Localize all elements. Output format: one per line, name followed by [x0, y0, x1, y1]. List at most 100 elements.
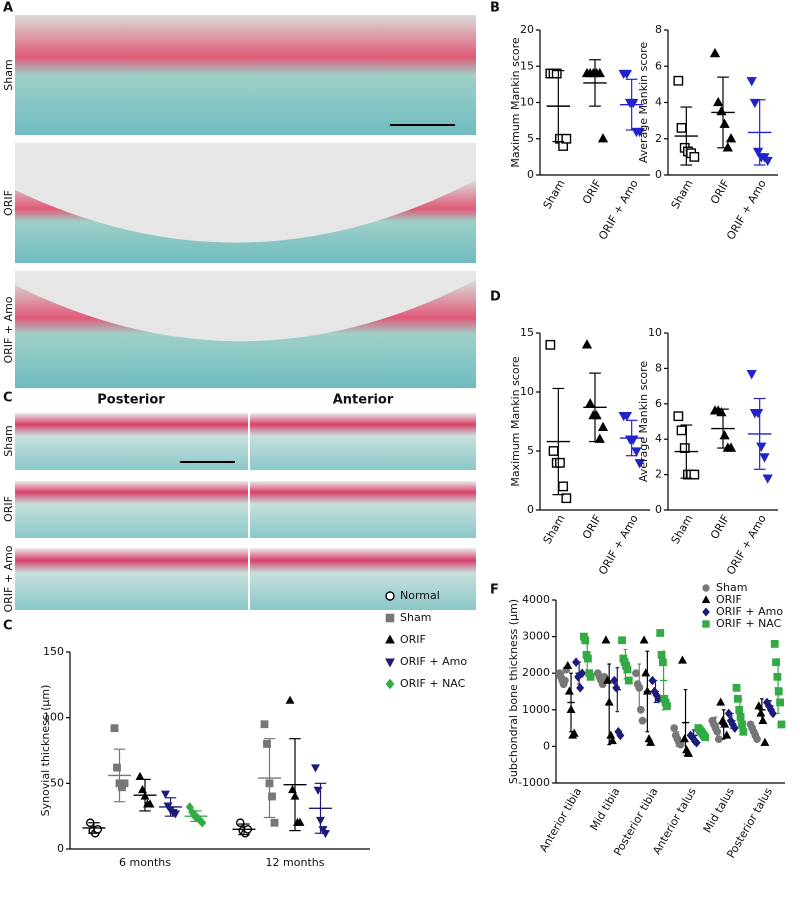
x-tick-label: Mid tibia [588, 786, 623, 833]
data-point [569, 728, 579, 737]
data-point [591, 409, 602, 420]
x-tick-label: 12 months [266, 856, 325, 869]
data-point [585, 398, 596, 408]
data-point [722, 142, 733, 152]
legend-label: ORIF + Amo [400, 655, 467, 668]
data-point [774, 687, 783, 696]
data-point [752, 147, 764, 158]
y-axis-label: Maximum Mankin score [509, 356, 522, 487]
histology-tissue [15, 280, 476, 388]
data-point [722, 730, 732, 739]
data-point [689, 151, 700, 162]
histology-c: Posterior Anterior Sham ORIF ORIF + Amo [2, 393, 476, 613]
data-point [676, 122, 687, 133]
data-point [777, 720, 786, 729]
histology-image [15, 15, 476, 135]
legend-marker [385, 678, 395, 690]
chart: 0 50 100 150 Synovial thickness (μm) 6 months… [39, 589, 467, 869]
data-point [93, 825, 103, 834]
row-label: Sham [2, 425, 15, 456]
x-tick-label: ORIF + Amo [596, 177, 641, 242]
y-tick-label: 2 [655, 132, 662, 145]
y-tick-label: 10 [648, 326, 662, 339]
panel-label: D [490, 290, 501, 305]
data-point [659, 658, 667, 667]
y-tick-label: 4 [655, 96, 662, 109]
legend-marker [385, 591, 395, 601]
data-point [623, 665, 632, 674]
y-tick-label: 100 [43, 711, 64, 724]
data-point [701, 733, 710, 742]
data-point [621, 69, 632, 80]
y-tick-label: 3000 [522, 630, 550, 643]
data-point [145, 799, 155, 808]
data-point [597, 133, 609, 143]
legend-label: ORIF + NAC [400, 677, 466, 690]
data-point [638, 716, 647, 725]
y-axis-label: Synovial thickness (μm) [39, 685, 52, 817]
y-tick-label: 0 [655, 503, 662, 516]
data-point [758, 715, 768, 724]
data-point [776, 698, 785, 707]
x-tick-label: Sham [669, 513, 696, 547]
data-point [235, 818, 245, 828]
data-point [756, 442, 767, 452]
data-point [311, 764, 320, 773]
y-tick-label: 15 [520, 59, 534, 72]
column-label: Anterior [333, 393, 394, 408]
data-point [676, 425, 687, 436]
data-point [572, 657, 581, 668]
data-point [594, 433, 605, 443]
histology-image [15, 413, 248, 470]
data-point [632, 669, 640, 678]
y-tick-label: -1000 [518, 776, 550, 789]
x-tick-label: Anterior tibia [537, 786, 584, 855]
data-point [610, 675, 619, 686]
data-point [754, 701, 764, 710]
data-point [762, 474, 773, 484]
data-point [260, 720, 269, 729]
data-point [670, 724, 679, 732]
data-point [678, 655, 687, 664]
x-tick-label: ORIF [580, 178, 604, 207]
data-point [730, 723, 739, 733]
y-tick-label: 0 [57, 842, 64, 855]
data-point [689, 469, 700, 480]
data-point [545, 339, 556, 350]
y-tick-label: 4 [655, 432, 662, 445]
data-point [581, 339, 593, 349]
data-point [736, 713, 745, 722]
x-tick-label: Sham [669, 178, 696, 212]
data-point [555, 457, 565, 468]
y-axis-label: Average Mankin score [637, 361, 650, 483]
histology-image [250, 413, 476, 470]
legend-marker [702, 620, 710, 628]
histology-a: Sham ORIF ORIF + Amo [2, 15, 476, 388]
data-point [621, 411, 632, 422]
data-point [680, 734, 689, 743]
x-tick-label: 6 months [119, 856, 171, 869]
data-point [628, 98, 639, 109]
data-point [773, 672, 782, 681]
y-tick-label: 8 [655, 23, 662, 36]
panel-label: A [3, 1, 13, 16]
y-tick-label: 8 [655, 361, 662, 374]
data-point [270, 818, 279, 827]
data-point [725, 442, 737, 452]
y-tick-label: 0 [527, 168, 534, 181]
data-point [759, 453, 770, 463]
column-label: Posterior [97, 393, 165, 408]
data-point [639, 635, 649, 644]
data-point [716, 406, 727, 417]
data-point [636, 705, 645, 714]
panel-label: B [490, 1, 500, 16]
y-tick-label: 50 [50, 776, 64, 789]
data-point [720, 719, 730, 728]
y-tick-label: 20 [520, 23, 534, 36]
data-point [663, 702, 671, 711]
data-point [709, 47, 721, 58]
legend-label: Sham [400, 611, 431, 624]
data-point [594, 67, 605, 78]
y-tick-label: 5 [527, 444, 534, 457]
